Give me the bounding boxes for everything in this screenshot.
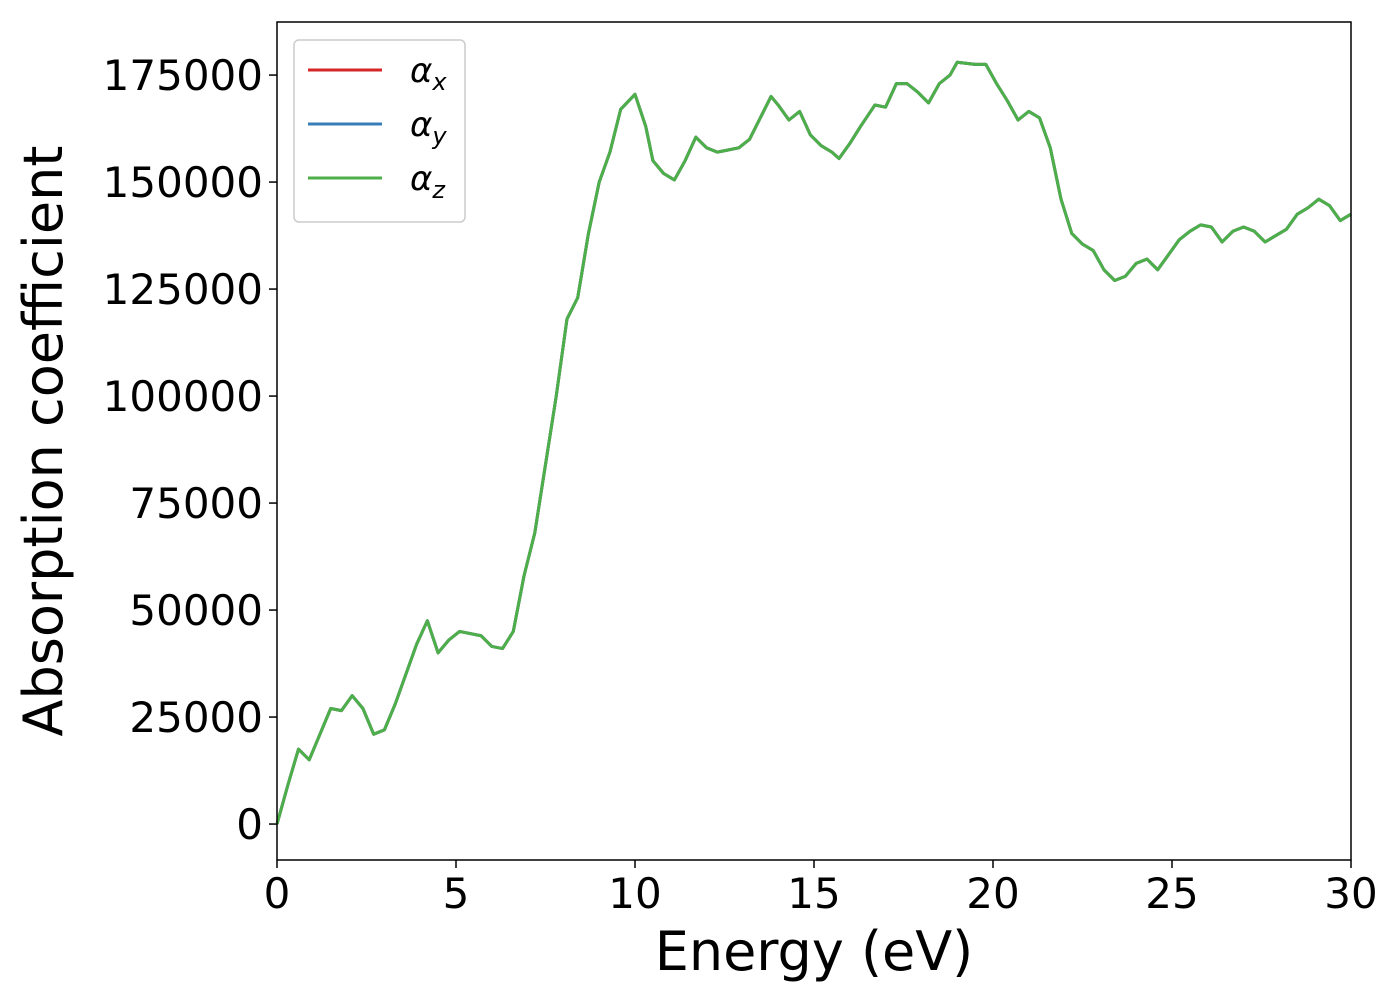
x-tick-label: 0 — [264, 869, 291, 918]
y-tick-label: 125000 — [103, 265, 263, 314]
legend-label: αz — [410, 159, 446, 204]
x-tick-label: 20 — [966, 869, 1019, 918]
x-axis-label: Energy (eV) — [655, 920, 974, 983]
y-tick-label: 100000 — [103, 372, 263, 421]
x-tick-label: 15 — [787, 869, 840, 918]
legend-label: αy — [410, 105, 447, 150]
plot-frame — [276, 21, 1352, 861]
data-line — [275, 60, 1352, 825]
y-tick-label: 150000 — [103, 158, 263, 207]
x-tick-label: 30 — [1324, 869, 1377, 918]
y-tick-label: 50000 — [129, 586, 263, 635]
y-axis-label: Absorption coefficient — [12, 146, 75, 737]
y-tick-label: 175000 — [103, 51, 263, 100]
legend-label: αx — [410, 51, 447, 96]
x-tick-label: 5 — [443, 869, 470, 918]
y-tick-label: 25000 — [129, 693, 263, 742]
x-tick-label: 10 — [608, 869, 661, 918]
y-tick-label: 0 — [236, 800, 263, 849]
y-tick-label: 75000 — [129, 479, 263, 528]
x-tick-label: 25 — [1145, 869, 1198, 918]
